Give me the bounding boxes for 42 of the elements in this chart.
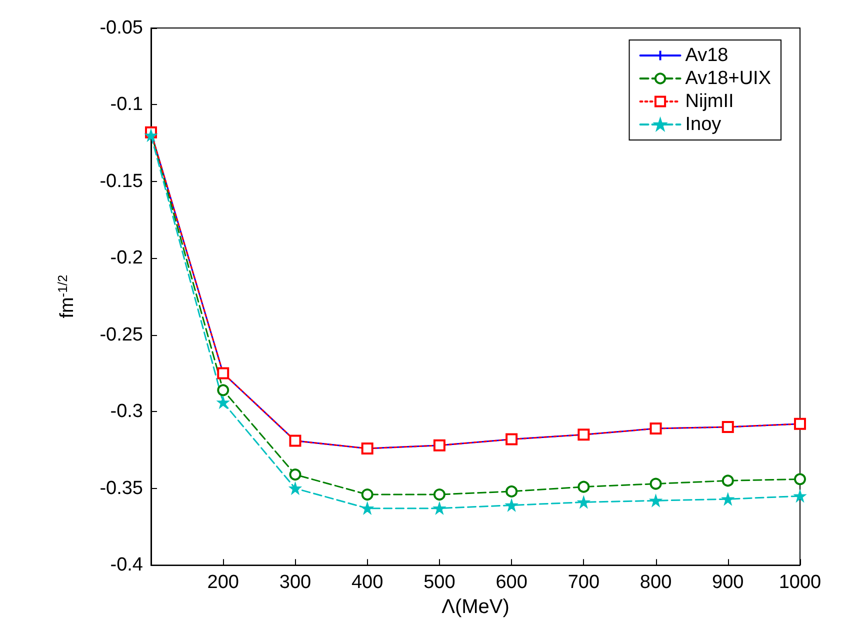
y-tick-label: -0.3 [110, 401, 143, 422]
x-tick-label: 1000 [778, 572, 822, 594]
y-tick-label: -0.05 [100, 18, 143, 38]
y-tick-label: -0.25 [100, 324, 143, 346]
point [217, 396, 229, 408]
y-tick-label: -0.35 [100, 478, 143, 499]
point [650, 495, 662, 506]
y-tick-label: -0.15 [100, 170, 143, 192]
x-tick-label: 900 [712, 572, 744, 594]
y-tick-label: -0.2 [110, 248, 143, 269]
point [794, 490, 806, 502]
legend-label: NijmII [685, 91, 734, 112]
y-tick-label: -0.1 [110, 94, 143, 116]
y-tick-label: -0.4 [110, 554, 144, 576]
legend-label: Inoy [685, 114, 722, 135]
point [289, 468, 302, 481]
point [506, 485, 518, 498]
point [722, 493, 734, 505]
point [794, 473, 806, 486]
point [722, 474, 734, 487]
point [290, 482, 301, 494]
point [578, 480, 590, 493]
x-tick-label: 800 [640, 572, 672, 594]
point [506, 500, 518, 511]
point [361, 488, 374, 501]
y-axis-title: fm-1/2 [55, 274, 78, 318]
x-tick-label: 200 [207, 572, 239, 594]
legend-label: Av18+UIX [685, 68, 772, 89]
x-tick-label: 600 [496, 572, 528, 594]
point [650, 478, 662, 490]
x-tick-label: 400 [351, 572, 384, 594]
point [434, 502, 446, 514]
x-tick-label: 700 [568, 572, 600, 594]
point [362, 502, 373, 514]
x-axis-title: Λ(MeV) [442, 596, 510, 618]
point [217, 384, 230, 396]
point [578, 496, 590, 508]
x-tick-label: 300 [279, 572, 312, 594]
point [433, 488, 446, 501]
legend-label: Av18 [685, 45, 728, 66]
x-tick-label: 500 [424, 572, 456, 594]
point [145, 130, 157, 142]
